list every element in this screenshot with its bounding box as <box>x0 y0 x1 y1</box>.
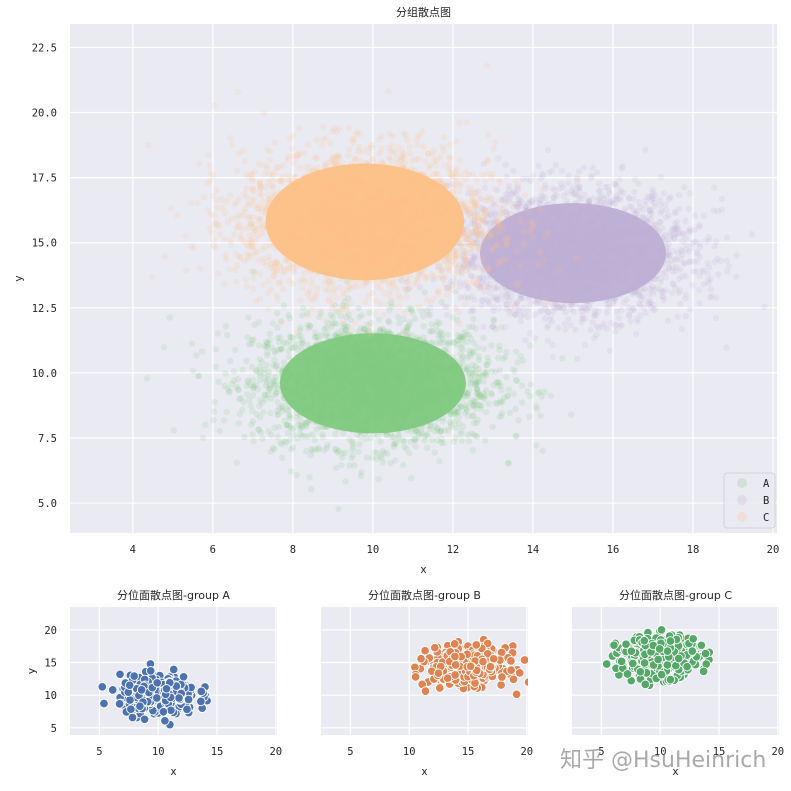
x-tick-label: 12 <box>447 544 460 556</box>
y-tick-label: 15.0 <box>32 238 57 250</box>
legend-label-C: C <box>763 512 769 524</box>
x-tick-label: 10 <box>152 746 165 758</box>
x-axis-label: x <box>672 766 678 778</box>
x-tick-label: 16 <box>607 544 620 556</box>
y-axis-label: y <box>13 275 25 281</box>
data-points <box>410 634 528 700</box>
x-tick-label: 15 <box>713 746 726 758</box>
x-tick-label: 20 <box>767 544 780 556</box>
data-points <box>144 62 768 513</box>
y-tick-label: 10 <box>44 690 57 702</box>
x-tick-label: 5 <box>96 746 102 758</box>
chart-title: 分组散点图 <box>396 5 451 19</box>
facet-plot-B: 分位面散点图-group B 5 10 15 20 x <box>321 588 533 778</box>
data-points <box>601 625 715 691</box>
x-tick-label: 5 <box>347 746 353 758</box>
chart-title: 分位面散点图-group B <box>368 588 481 602</box>
y-tick-label: 15 <box>44 658 57 670</box>
x-tick-label: 14 <box>527 544 540 556</box>
x-tick-label: 6 <box>210 544 216 556</box>
y-tick-label: 7.5 <box>38 433 57 445</box>
legend-marker-B <box>737 495 747 505</box>
main-scatter-plot: ABC 分组散点图 4 6 8 10 12 14 16 18 20 5.0 7.5 10.0 12.5 15.… <box>13 5 780 576</box>
x-tick-label: 5 <box>598 746 604 758</box>
x-tick-label: 18 <box>687 544 700 556</box>
data-points <box>97 659 212 730</box>
legend-label-B: B <box>763 495 769 507</box>
legend: ABC <box>723 472 776 529</box>
legend-marker-C <box>737 512 747 522</box>
x-tick-label: 4 <box>130 544 136 556</box>
x-tick-label: 10 <box>403 746 416 758</box>
y-tick-label: 10.0 <box>32 368 57 380</box>
chart-title: 分位面散点图-group C <box>619 588 732 602</box>
x-tick-label: 20 <box>520 746 533 758</box>
y-tick-label: 12.5 <box>32 303 57 315</box>
watermark: 知乎 @HsuHeinrich <box>560 748 767 773</box>
x-tick-label: 10 <box>367 544 380 556</box>
facet-plot-A: 分位面散点图-group A 5 10 15 20 5 10 15 20 x y <box>26 588 282 778</box>
facet-plot-C: 分位面散点图-group C 5 10 15 20 x <box>572 588 784 778</box>
y-tick-label: 5.0 <box>38 498 57 510</box>
y-tick-label: 5 <box>51 723 57 735</box>
y-tick-label: 22.5 <box>32 42 57 54</box>
x-axis-label: x <box>421 766 427 778</box>
chart-title: 分位面散点图-group A <box>117 588 230 602</box>
x-tick-label: 20 <box>771 746 784 758</box>
y-axis-label: y <box>26 668 38 674</box>
x-tick-label: 10 <box>654 746 667 758</box>
y-tick-label: 17.5 <box>32 173 57 185</box>
plot-background <box>70 24 777 533</box>
y-tick-label: 20 <box>44 625 57 637</box>
legend-label-A: A <box>763 478 770 490</box>
y-tick-label: 20.0 <box>32 108 57 120</box>
x-tick-label: 15 <box>211 746 224 758</box>
legend-marker-A <box>737 478 747 488</box>
x-tick-label: 8 <box>290 544 296 556</box>
x-axis-label: x <box>420 564 426 576</box>
x-tick-label: 15 <box>462 746 475 758</box>
x-axis-label: x <box>170 766 176 778</box>
x-tick-label: 20 <box>269 746 282 758</box>
